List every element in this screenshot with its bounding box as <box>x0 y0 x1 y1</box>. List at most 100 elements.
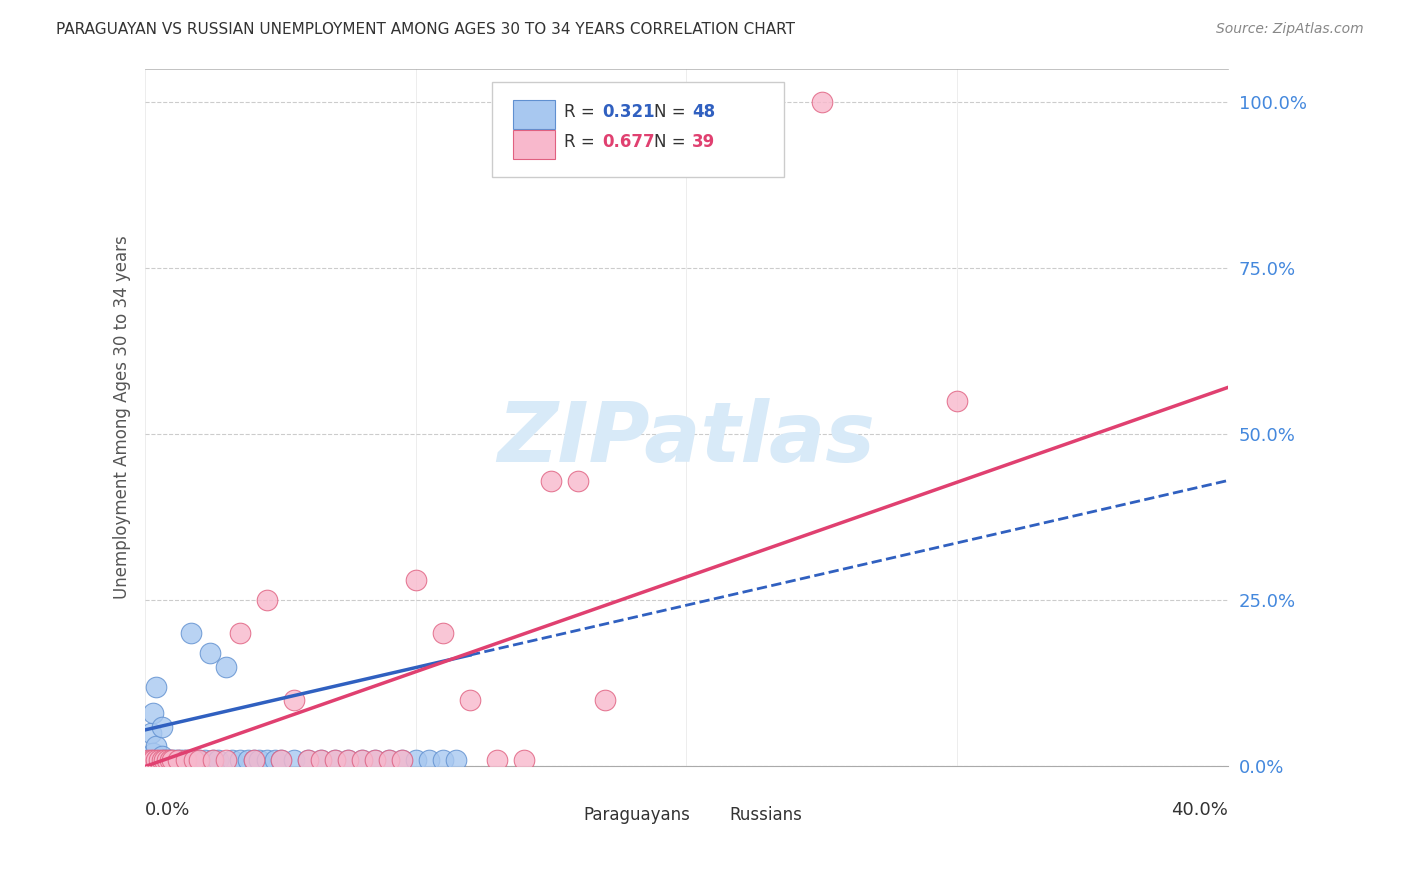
Point <box>142 753 165 767</box>
FancyBboxPatch shape <box>690 807 724 825</box>
Point <box>201 753 224 767</box>
Point <box>283 693 305 707</box>
Point <box>486 753 509 767</box>
Point <box>405 753 427 767</box>
Point <box>283 753 305 767</box>
Point <box>391 753 413 767</box>
Point <box>309 753 332 767</box>
Point <box>567 474 589 488</box>
Point <box>378 753 401 767</box>
Point <box>148 753 170 767</box>
Point <box>174 753 197 767</box>
Text: N =: N = <box>654 134 690 152</box>
Point <box>215 753 238 767</box>
Point <box>946 393 969 408</box>
Point <box>405 574 427 588</box>
Point <box>432 753 454 767</box>
Point <box>297 753 319 767</box>
Point <box>136 753 159 767</box>
Point <box>247 753 270 767</box>
Point <box>200 647 222 661</box>
Point <box>177 753 200 767</box>
Text: 48: 48 <box>692 103 716 121</box>
Point <box>221 753 243 767</box>
Text: 0.677: 0.677 <box>602 134 655 152</box>
Point <box>540 474 562 488</box>
Point <box>180 626 202 640</box>
Point <box>297 753 319 767</box>
FancyBboxPatch shape <box>544 807 578 825</box>
Point <box>145 753 167 767</box>
Point <box>229 626 252 640</box>
Point <box>165 753 187 767</box>
Point <box>183 753 205 767</box>
Point <box>159 753 181 767</box>
Point <box>183 753 205 767</box>
Text: Russians: Russians <box>730 806 803 824</box>
Point <box>172 753 194 767</box>
Point <box>148 753 170 767</box>
Point <box>229 753 252 767</box>
Point <box>446 753 468 767</box>
Point <box>162 753 184 767</box>
Point <box>391 753 413 767</box>
Point <box>188 753 211 767</box>
Point <box>186 753 208 767</box>
Point <box>350 753 373 767</box>
Point <box>309 753 332 767</box>
Y-axis label: Unemployment Among Ages 30 to 34 years: Unemployment Among Ages 30 to 34 years <box>114 235 131 599</box>
FancyBboxPatch shape <box>513 130 555 160</box>
Point <box>350 753 373 767</box>
Point <box>458 693 481 707</box>
Point <box>215 659 238 673</box>
Point <box>169 753 191 767</box>
Point <box>194 753 217 767</box>
Point <box>153 753 176 767</box>
Point <box>201 753 224 767</box>
Point <box>142 746 165 760</box>
Point <box>337 753 360 767</box>
Point <box>150 719 173 733</box>
Text: 40.0%: 40.0% <box>1171 801 1227 819</box>
Point <box>432 626 454 640</box>
Text: 0.0%: 0.0% <box>145 801 191 819</box>
Text: PARAGUAYAN VS RUSSIAN UNEMPLOYMENT AMONG AGES 30 TO 34 YEARS CORRELATION CHART: PARAGUAYAN VS RUSSIAN UNEMPLOYMENT AMONG… <box>56 22 796 37</box>
Point <box>188 753 211 767</box>
Point <box>270 753 292 767</box>
Point <box>242 753 264 767</box>
Point <box>153 753 176 767</box>
Point <box>513 753 536 767</box>
Point <box>166 753 188 767</box>
Point <box>150 749 173 764</box>
Point <box>145 680 167 694</box>
Point <box>364 753 387 767</box>
Text: N =: N = <box>654 103 690 121</box>
Point <box>139 753 162 767</box>
Text: ZIPatlas: ZIPatlas <box>498 398 876 479</box>
Point <box>156 753 179 767</box>
Point <box>418 753 440 767</box>
Text: 0.321: 0.321 <box>602 103 655 121</box>
Point <box>270 753 292 767</box>
Point <box>256 593 278 607</box>
Text: 39: 39 <box>692 134 716 152</box>
Point <box>364 753 387 767</box>
Point <box>142 706 165 721</box>
Point <box>378 753 401 767</box>
Point <box>264 753 287 767</box>
Point <box>166 753 188 767</box>
Text: Paraguayans: Paraguayans <box>583 806 690 824</box>
Point <box>242 753 264 767</box>
Point <box>150 753 173 767</box>
Point <box>162 753 184 767</box>
Point <box>156 753 179 767</box>
Point <box>810 95 832 109</box>
Text: R =: R = <box>564 103 600 121</box>
Point <box>236 753 259 767</box>
FancyBboxPatch shape <box>513 100 555 129</box>
Point <box>145 739 167 754</box>
Point <box>174 753 197 767</box>
Point <box>159 753 181 767</box>
Point <box>256 753 278 767</box>
Point <box>323 753 346 767</box>
